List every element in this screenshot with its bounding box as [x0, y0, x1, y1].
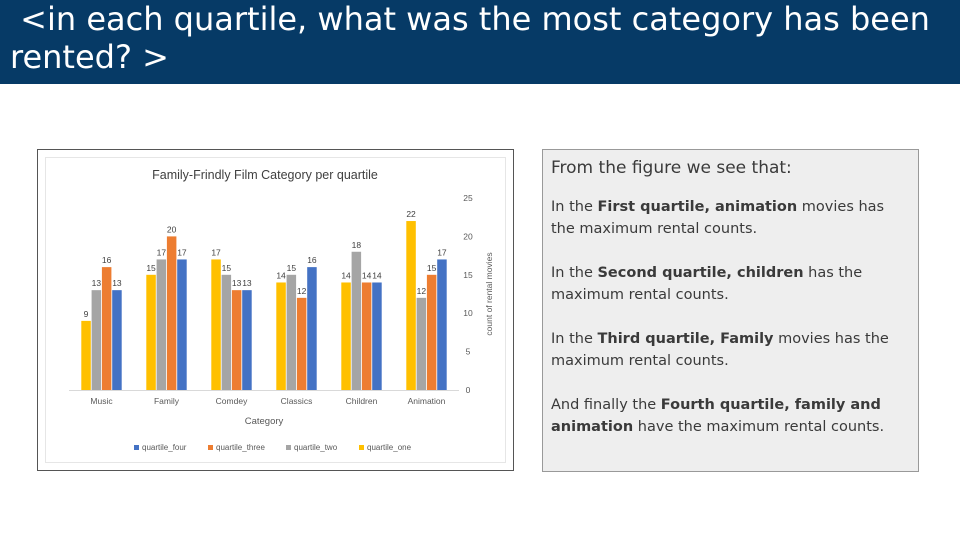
- finding-paragraph: In the First quartile, animation movies …: [551, 196, 910, 240]
- data-label: 20: [167, 224, 177, 234]
- findings-box: From the figure we see that: In the Firs…: [542, 149, 919, 472]
- chart-area: Family-Frindly Film Category per quartil…: [45, 157, 506, 463]
- legend-swatch-quartile_one: [359, 445, 364, 450]
- data-label: 15: [427, 263, 437, 273]
- bar-quartile_two-family: [156, 259, 167, 390]
- finding-text: In the: [551, 199, 598, 215]
- finding-paragraph: And finally the Fourth quartile, family …: [551, 394, 910, 438]
- y-tick-label: 5: [466, 347, 471, 357]
- legend-entry: quartile_four: [142, 443, 187, 452]
- finding-text: has the maximum rental counts.: [551, 265, 863, 303]
- x-tick-label: Comdey: [216, 396, 248, 406]
- y-tick-label: 15: [463, 270, 473, 280]
- finding-emphasis: First quartile, animation: [597, 199, 798, 215]
- y-axis-label: count of rental movies: [484, 252, 494, 335]
- finding-text: In the: [551, 331, 598, 347]
- legend-swatch-quartile_two: [286, 445, 291, 450]
- bar-quartile_two-animation: [416, 297, 427, 390]
- bar-quartile_one-classics: [276, 282, 286, 390]
- bar-quartile_four-animation: [437, 259, 447, 390]
- legend-entry: quartile_two: [294, 443, 338, 452]
- bar-quartile_three-classics: [296, 297, 307, 390]
- bar-quartile_three-children: [361, 282, 372, 390]
- data-label: 17: [177, 247, 187, 257]
- bar-quartile_four-classics: [307, 267, 317, 390]
- bar-quartile_three-comdey: [231, 290, 242, 390]
- bar-quartile_two-classics: [286, 274, 297, 390]
- x-tick-label: Children: [346, 396, 378, 406]
- legend-entry: quartile_three: [216, 443, 265, 452]
- data-label: 17: [157, 247, 167, 257]
- data-label: 14: [341, 270, 351, 280]
- x-axis-label: Category: [245, 416, 284, 427]
- finding-text: movies has the maximum rental counts.: [551, 331, 889, 369]
- data-label: 17: [211, 247, 221, 257]
- data-label: 14: [372, 270, 382, 280]
- finding-emphasis: Second quartile, children: [597, 265, 804, 281]
- data-label: 22: [406, 209, 416, 219]
- finding-text: movies has the maximum rental counts.: [551, 199, 885, 237]
- x-tick-label: Music: [90, 396, 113, 406]
- y-tick-label: 25: [463, 193, 473, 203]
- findings-paragraphs: In the First quartile, animation movies …: [551, 196, 910, 438]
- data-label: 12: [297, 286, 307, 296]
- data-label: 13: [242, 278, 252, 288]
- x-tick-label: Family: [154, 396, 180, 406]
- bar-quartile_two-music: [91, 290, 102, 390]
- bar-quartile_two-children: [351, 251, 362, 390]
- chart-frame: Family-Frindly Film Category per quartil…: [37, 149, 514, 471]
- data-label: 15: [287, 263, 297, 273]
- bar-quartile_three-animation: [426, 274, 437, 390]
- legend-swatch-quartile_four: [134, 445, 139, 450]
- finding-emphasis: Third quartile, Family: [597, 331, 774, 347]
- bar-quartile_one-animation: [406, 221, 416, 390]
- x-tick-label: Classics: [281, 396, 313, 406]
- data-label: 9: [84, 309, 89, 319]
- bar-quartile_four-music: [112, 290, 122, 390]
- y-tick-label: 0: [466, 385, 471, 395]
- finding-text: And finally the: [551, 397, 661, 413]
- finding-text: In the: [551, 265, 598, 281]
- data-label: 15: [146, 263, 156, 273]
- data-label: 16: [102, 255, 112, 265]
- slide-title: <in each quartile, what was the most cat…: [10, 0, 941, 76]
- data-label: 17: [437, 247, 447, 257]
- data-label: 16: [307, 255, 317, 265]
- bar-quartile_four-comdey: [242, 290, 252, 390]
- bar-quartile_one-music: [81, 320, 91, 390]
- findings-heading: From the figure we see that:: [551, 158, 792, 178]
- legend-swatch-quartile_three: [208, 445, 213, 450]
- bar-quartile_three-family: [166, 236, 177, 390]
- bar-quartile_one-comdey: [211, 259, 221, 390]
- data-label: 13: [232, 278, 242, 288]
- data-label: 13: [112, 278, 122, 288]
- data-label: 14: [362, 270, 372, 280]
- bar-quartile_one-family: [146, 274, 156, 390]
- data-label: 14: [276, 270, 286, 280]
- bar-quartile_three-music: [101, 267, 112, 390]
- bar-quartile_one-children: [341, 282, 351, 390]
- y-tick-label: 10: [463, 308, 473, 318]
- bar-quartile_two-comdey: [221, 274, 232, 390]
- finding-paragraph: In the Second quartile, children has the…: [551, 262, 910, 306]
- finding-emphasis: Fourth quartile, family and animation: [551, 397, 881, 435]
- title-bar: <in each quartile, what was the most cat…: [0, 0, 960, 84]
- data-label: 12: [417, 286, 427, 296]
- chart-title: Family-Frindly Film Category per quartil…: [152, 168, 378, 182]
- data-label: 15: [222, 263, 232, 273]
- bar-quartile_four-children: [372, 282, 382, 390]
- finding-text: have the maximum rental counts.: [633, 419, 885, 435]
- x-tick-label: Animation: [408, 396, 446, 406]
- data-label: 13: [92, 278, 102, 288]
- finding-paragraph: In the Third quartile, Family movies has…: [551, 328, 910, 372]
- bar-quartile_four-family: [177, 259, 187, 390]
- data-label: 18: [352, 240, 362, 250]
- y-tick-label: 20: [463, 231, 473, 241]
- bar-chart: Family-Frindly Film Category per quartil…: [69, 168, 494, 452]
- legend-entry: quartile_one: [367, 443, 412, 452]
